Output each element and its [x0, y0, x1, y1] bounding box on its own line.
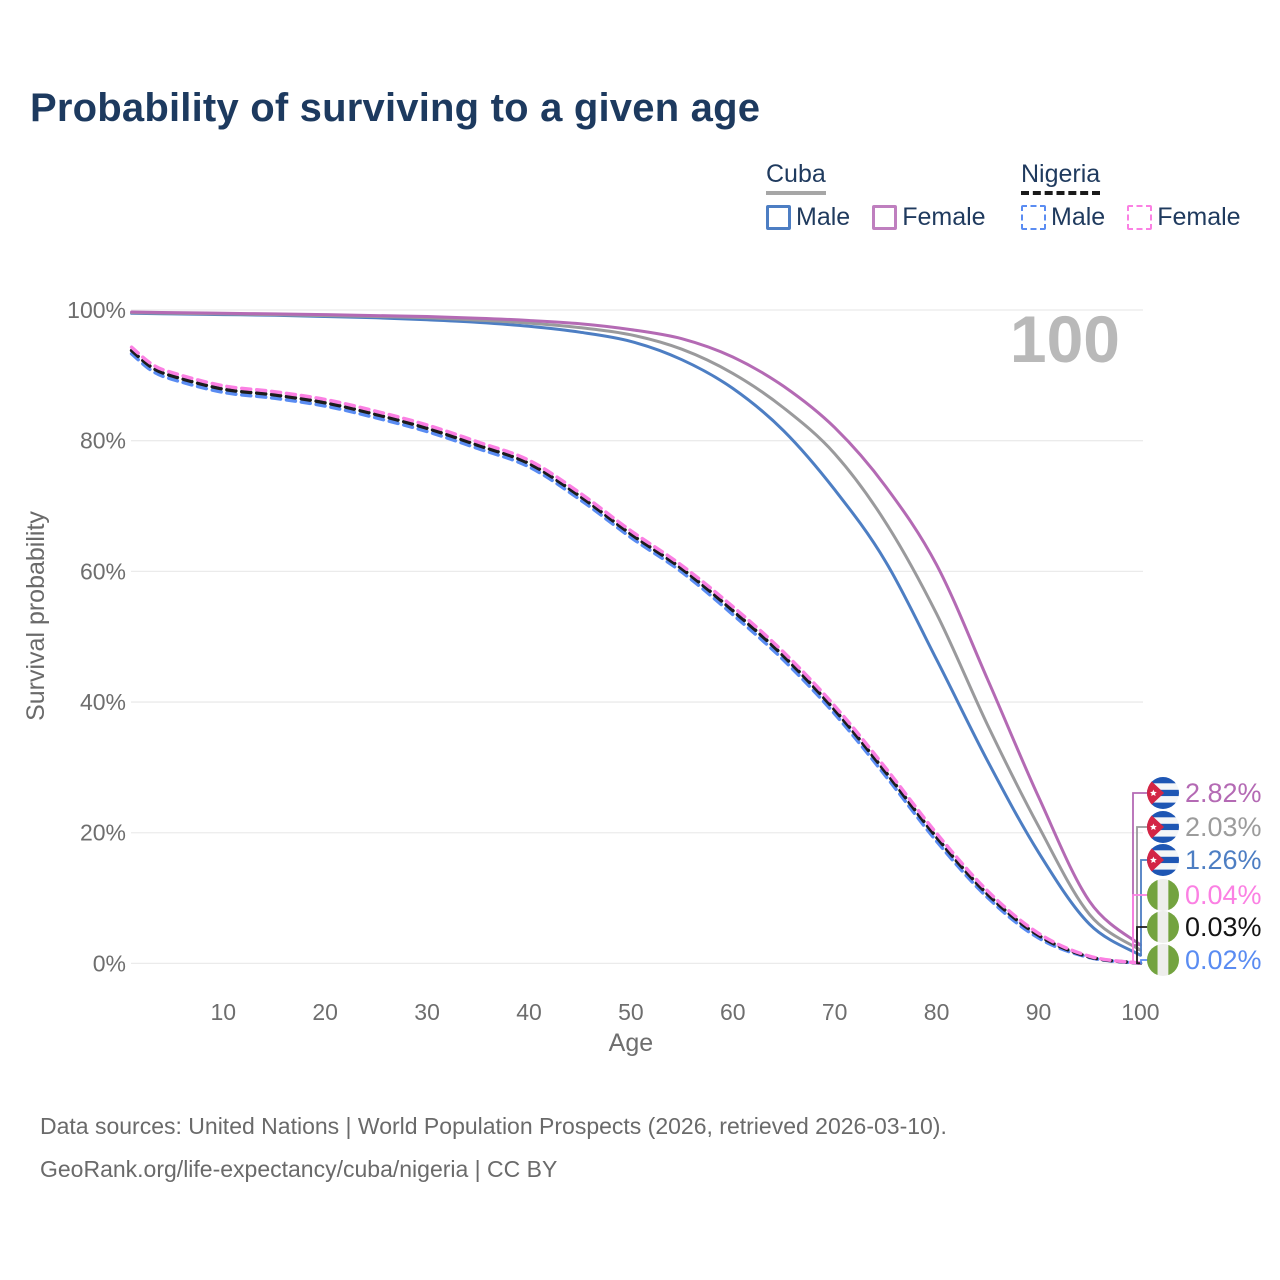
x-tick-60: 60: [720, 999, 746, 1025]
legend-label-nigeria-male: Male: [1051, 203, 1106, 231]
y-axis-title: Survival probability: [22, 511, 50, 721]
y-tick-0: 0%: [93, 950, 126, 976]
leader-line-nigeria-both: [1136, 926, 1150, 965]
legend-group-cuba: Cuba Male Female: [766, 160, 986, 232]
legend-title-cuba[interactable]: Cuba: [766, 160, 826, 195]
legend-label-nigeria-female: Female: [1157, 203, 1241, 231]
end-label-nigeria-both: 0.03%: [1147, 911, 1262, 943]
nigeria-flag-icon: [1147, 911, 1179, 943]
leader-line-cuba-male: [1140, 859, 1150, 957]
footer-link-line: GeoRank.org/life-expectancy/cuba/nigeria…: [40, 1156, 558, 1182]
x-tick-100: 100: [1121, 999, 1159, 1025]
end-label-nigeria-male: 0.02%: [1147, 944, 1262, 976]
x-tick-80: 80: [924, 999, 950, 1025]
curve-nigeria-female[interactable]: [129, 345, 1143, 965]
end-label-value-cuba-female: 2.82%: [1185, 777, 1262, 808]
legend-item-cuba-male[interactable]: Male: [766, 203, 850, 232]
end-label-cuba-male: 1.26%: [1147, 844, 1262, 876]
y-tick-80: 80%: [80, 428, 126, 454]
end-label-value-nigeria-male: 0.02%: [1185, 944, 1262, 975]
cuba-female-swatch-icon: [872, 205, 898, 230]
curve-nigeria-both[interactable]: [129, 348, 1143, 965]
legend-item-nigeria-male[interactable]: Male: [1021, 203, 1105, 232]
end-label-value-cuba-both: 2.03%: [1185, 811, 1262, 842]
cuba-male-swatch-icon: [766, 205, 791, 230]
y-tick-40: 40%: [80, 689, 126, 715]
x-axis-title: Age: [609, 1029, 653, 1057]
curve-nigeria-male[interactable]: [129, 352, 1143, 966]
curve-cuba-female[interactable]: [130, 310, 1142, 947]
leader-line-nigeria-male: [1140, 959, 1150, 965]
x-tick-90: 90: [1026, 999, 1052, 1025]
y-tick-60: 60%: [80, 558, 126, 584]
nigeria-male-swatch-icon: [1021, 205, 1046, 230]
end-label-value-nigeria-female: 0.04%: [1185, 879, 1262, 910]
x-tick-70: 70: [822, 999, 848, 1025]
curve-cuba-both[interactable]: [130, 311, 1142, 952]
footer: Data sources: United Nations | World Pop…: [40, 1105, 947, 1191]
legend-group-nigeria: Nigeria Male Female: [1021, 160, 1241, 232]
page-title: Probability of surviving to a given age: [30, 86, 761, 130]
legend-label-cuba-male: Male: [796, 203, 851, 231]
cuba-flag-icon: [1147, 777, 1179, 809]
y-tick-20: 20%: [80, 820, 126, 846]
nigeria-female-swatch-icon: [1127, 205, 1153, 230]
nigeria-flag-icon: [1147, 944, 1179, 976]
end-label-value-nigeria-both: 0.03%: [1185, 911, 1262, 942]
legend-item-cuba-female[interactable]: Female: [872, 203, 986, 232]
footer-source-line: Data sources: United Nations | World Pop…: [40, 1113, 947, 1139]
end-label-cuba-both: 2.03%: [1147, 811, 1262, 843]
legend-label-cuba-female: Female: [902, 203, 986, 231]
legend-item-nigeria-female[interactable]: Female: [1127, 203, 1241, 232]
end-label-cuba-female: 2.82%: [1147, 777, 1262, 809]
x-tick-10: 10: [211, 999, 237, 1025]
x-tick-30: 30: [414, 999, 440, 1025]
leader-line-cuba-both: [1136, 826, 1150, 951]
cuba-flag-icon: [1147, 811, 1179, 843]
y-tick-100: 100%: [67, 297, 126, 323]
curve-cuba-male[interactable]: [130, 311, 1142, 957]
legend-title-nigeria[interactable]: Nigeria: [1021, 160, 1101, 195]
end-label-value-cuba-male: 1.26%: [1185, 844, 1262, 875]
nigeria-flag-icon: [1147, 879, 1179, 911]
end-label-nigeria-female: 0.04%: [1147, 879, 1262, 911]
x-tick-20: 20: [312, 999, 338, 1025]
x-tick-40: 40: [516, 999, 542, 1025]
x-tick-50: 50: [618, 999, 644, 1025]
cuba-flag-icon: [1147, 844, 1179, 876]
age-watermark: 100: [1010, 302, 1120, 376]
